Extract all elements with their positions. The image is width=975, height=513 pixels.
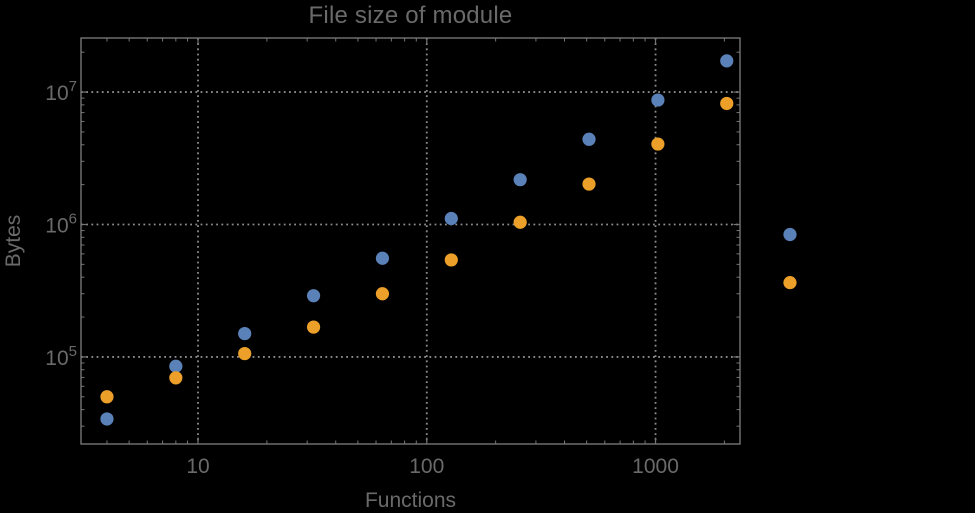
data-point-series-blue-x64 (375, 251, 390, 265)
y-axis-label-text: Bytes (2, 214, 25, 268)
data-point-series-orange-x256 (513, 215, 527, 229)
y-tick-exponent: 6 (69, 210, 77, 227)
data-point-series-orange-x3870 (783, 276, 797, 290)
data-point-series-blue-x16 (238, 326, 252, 341)
data-point-series-blue-x256 (513, 173, 527, 187)
data-point-series-blue-x3870 (783, 227, 797, 242)
data-point-series-orange-x4 (100, 390, 114, 404)
data-point-series-blue-x2048 (720, 54, 734, 68)
y-tick-label: 106 (45, 210, 77, 237)
x-tick-label: 1000 (632, 455, 679, 478)
y-tick-label: 107 (45, 78, 77, 105)
x-tick-label: 100 (409, 455, 444, 478)
data-point-series-blue-x8 (169, 359, 183, 373)
y-tick-exponent: 5 (69, 343, 77, 360)
data-point-series-orange-x128 (444, 253, 458, 267)
data-point-series-orange-x8 (169, 371, 183, 385)
data-point-series-orange-x1024 (651, 137, 665, 151)
x-axis-label: Functions (364, 489, 457, 512)
chart-title: File size of module (308, 2, 513, 29)
data-point-series-blue-x1024 (651, 93, 665, 107)
data-point-series-orange-x32 (306, 320, 321, 334)
plot-frame (80, 37, 741, 445)
x-tick-label: 10 (186, 455, 209, 478)
data-point-series-blue-x4 (100, 412, 114, 426)
y-tick-label: 105 (45, 343, 77, 370)
y-tick-exponent: 7 (69, 78, 77, 95)
data-point-series-blue-x512 (582, 132, 596, 146)
data-point-series-orange-x64 (375, 287, 390, 301)
data-point-series-blue-x128 (444, 211, 458, 226)
data-point-series-orange-x512 (582, 177, 596, 191)
data-point-series-blue-x32 (306, 289, 321, 303)
data-point-series-orange-x16 (238, 346, 252, 361)
data-point-series-orange-x2048 (720, 96, 734, 111)
